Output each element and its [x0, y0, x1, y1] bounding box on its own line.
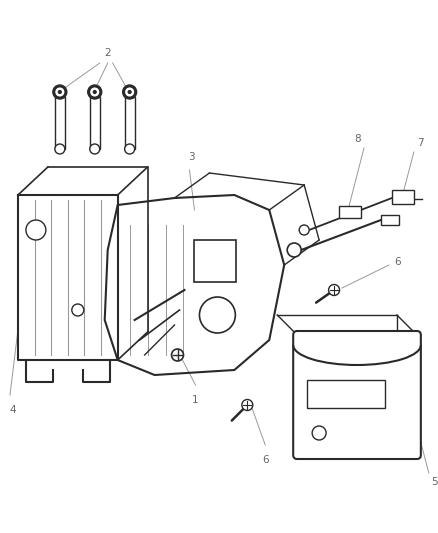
Circle shape: [55, 144, 65, 154]
Text: 6: 6: [393, 257, 399, 267]
Text: 3: 3: [188, 152, 194, 162]
Circle shape: [311, 426, 325, 440]
Circle shape: [58, 91, 61, 93]
Bar: [194, 240, 236, 282]
Bar: [124, 97, 134, 149]
Text: 8: 8: [353, 134, 360, 144]
Circle shape: [328, 285, 339, 295]
Circle shape: [199, 297, 235, 333]
Circle shape: [299, 225, 308, 235]
Text: 2: 2: [104, 48, 111, 58]
Text: 7: 7: [416, 138, 423, 148]
Text: 1: 1: [192, 395, 198, 405]
Circle shape: [88, 85, 102, 99]
Circle shape: [126, 88, 133, 96]
Bar: [307, 380, 384, 408]
Bar: [380, 215, 398, 225]
Circle shape: [72, 304, 84, 316]
Bar: [338, 206, 360, 218]
Circle shape: [26, 220, 46, 240]
Circle shape: [53, 85, 67, 99]
Circle shape: [122, 85, 136, 99]
Circle shape: [171, 349, 183, 361]
Text: 6: 6: [261, 455, 268, 465]
Circle shape: [128, 91, 131, 93]
Text: 4: 4: [10, 405, 16, 415]
Bar: [391, 190, 413, 204]
Text: 5: 5: [430, 477, 436, 487]
Circle shape: [124, 144, 134, 154]
Circle shape: [89, 144, 99, 154]
FancyBboxPatch shape: [293, 331, 420, 459]
Circle shape: [93, 91, 96, 93]
Circle shape: [56, 88, 64, 96]
Circle shape: [241, 400, 252, 410]
Bar: [55, 97, 65, 149]
Circle shape: [286, 243, 300, 257]
Circle shape: [91, 88, 99, 96]
Bar: [89, 97, 99, 149]
